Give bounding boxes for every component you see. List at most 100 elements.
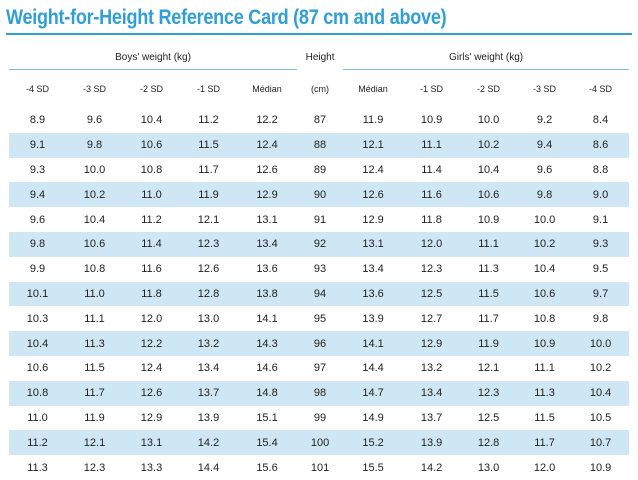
weight-cell: 13.2	[403, 355, 461, 381]
weight-cell: 10.6	[9, 355, 66, 381]
table-row: 10.6 11.5 12.4 13.4 14.6 97 14.4 13.2 12.1 11.1 10…	[9, 355, 630, 381]
weight-cell: 12.3	[180, 231, 237, 257]
weight-cell: 15.4	[237, 430, 298, 456]
weight-cell: 10.3	[9, 306, 66, 332]
weight-cell: 8.8	[572, 157, 630, 183]
height-cell: 95	[297, 306, 344, 332]
weight-cell: 11.5	[180, 132, 237, 158]
weight-cell: 11.0	[9, 405, 66, 431]
weight-cell: 11.2	[180, 108, 237, 133]
weight-cell: 9.1	[572, 207, 630, 232]
weight-cell: 12.0	[517, 455, 573, 480]
weight-cell: 11.5	[517, 405, 573, 431]
weight-cell: 10.0	[517, 207, 573, 232]
weight-cell: 12.3	[460, 380, 518, 406]
weight-cell: 10.4	[66, 207, 123, 232]
column-header: -1 SD	[420, 84, 444, 94]
weight-cell: 9.8	[517, 182, 573, 208]
weight-cell: 11.7	[517, 430, 573, 456]
weight-cell: 12.8	[180, 281, 237, 307]
weight-cell: 11.9	[66, 405, 123, 431]
column-header: -4 SD	[589, 84, 613, 94]
weight-cell: 12.1	[180, 207, 237, 232]
weight-cell: 13.7	[403, 405, 461, 431]
weight-cell: 9.6	[9, 207, 66, 232]
weight-cell: 11.1	[403, 132, 461, 158]
column-header: -4 SD	[25, 84, 49, 94]
weight-cell: 13.1	[123, 430, 180, 456]
weight-cell: 10.4	[123, 108, 180, 133]
height-cell: 101	[297, 455, 344, 480]
weight-cell: 8.9	[9, 108, 66, 133]
page-title: Weight-for-Height Reference Card (87 cm …	[6, 6, 447, 29]
table-row: 9.1 9.8 10.6 11.5 12.4 88 12.1 11.1 10.2 9.4 8.6	[9, 132, 630, 158]
weight-cell: 11.0	[123, 182, 180, 208]
weight-cell: 9.8	[572, 306, 630, 332]
weight-cell: 10.6	[517, 281, 573, 307]
title-divider	[6, 33, 632, 35]
weight-cell: 10.9	[460, 207, 518, 232]
weight-cell: 12.7	[403, 306, 461, 332]
weight-cell: 11.7	[66, 380, 123, 406]
height-cell: 87	[297, 108, 344, 133]
weight-cell: 9.3	[572, 231, 630, 257]
weight-cell: 9.2	[517, 108, 573, 133]
table-row: 9.3 10.0 10.8 11.7 12.6 89 12.4 11.4 10.4 9.6 8.8	[9, 157, 630, 183]
weight-cell: 14.1	[237, 306, 298, 332]
column-header: -3 SD	[82, 84, 106, 94]
weight-cell: 11.8	[123, 281, 180, 307]
table-row: 10.1 11.0 11.8 12.8 13.8 94 13.6 12.5 11.5 10.6 9.…	[9, 281, 630, 307]
weight-cell: 10.8	[9, 380, 66, 406]
table-row: 10.3 11.1 12.0 13.0 14.1 95 13.9 12.7 11.7 10.8 9.…	[9, 306, 630, 332]
weight-cell: 12.9	[123, 405, 180, 431]
weight-cell: 12.6	[237, 157, 298, 183]
weight-cell: 12.3	[66, 455, 123, 480]
weight-cell: 10.6	[123, 132, 180, 158]
height-cell: 98	[297, 380, 344, 406]
weight-cell: 9.6	[517, 157, 573, 183]
weight-cell: 11.3	[66, 331, 123, 356]
column-header: -3 SD	[533, 84, 557, 94]
weight-cell: 11.5	[460, 281, 518, 307]
table-row: 9.6 10.4 11.2 12.1 13.1 91 12.9 11.8 10.9 10.0 9.1	[9, 207, 630, 232]
weight-cell: 14.9	[343, 405, 404, 431]
weight-cell: 9.8	[66, 132, 123, 158]
weight-cell: 10.8	[123, 157, 180, 183]
boys-weight-header: Boys' weight (kg)	[9, 45, 298, 70]
weight-cell: 10.2	[517, 231, 573, 257]
weight-cell: 12.6	[123, 380, 180, 406]
weight-cell: 9.0	[572, 182, 630, 208]
weight-cell: 12.2	[123, 331, 180, 356]
weight-cell: 11.9	[343, 108, 404, 133]
weight-cell: 8.6	[572, 132, 630, 158]
weight-cell: 9.6	[66, 108, 123, 133]
weight-cell: 10.4	[517, 256, 573, 282]
table-row: 9.8 10.6 11.4 12.3 13.4 92 13.1 12.0 11.1 10.2 9.3	[9, 231, 630, 257]
weight-cell: 11.5	[66, 355, 123, 381]
weight-cell: 11.9	[180, 182, 237, 208]
weight-cell: 15.1	[237, 405, 298, 431]
weight-cell: 10.9	[403, 108, 461, 133]
column-header: Médian	[252, 84, 282, 94]
height-cell: 89	[297, 157, 344, 183]
weight-cell: 13.0	[180, 306, 237, 332]
weight-cell: 12.2	[237, 108, 298, 133]
weight-cell: 10.4	[572, 380, 630, 406]
weight-cell: 10.8	[66, 256, 123, 282]
weight-cell: 9.9	[9, 256, 66, 282]
weight-cell: 10.2	[66, 182, 123, 208]
height-cell: 93	[297, 256, 344, 282]
weight-cell: 10.9	[572, 455, 630, 480]
weight-cell: 9.4	[517, 132, 573, 158]
weight-cell: 13.6	[343, 281, 404, 307]
weight-cell: 9.7	[572, 281, 630, 307]
weight-cell: 13.0	[460, 455, 518, 480]
table-row: 11.0 11.9 12.9 13.9 15.1 99 14.9 13.7 12.5 11.5 10…	[9, 405, 630, 431]
weight-cell: 12.4	[237, 132, 298, 158]
height-cell: 88	[297, 132, 344, 158]
weight-cell: 12.5	[460, 405, 518, 431]
weight-cell: 11.9	[460, 331, 518, 356]
weight-cell: 14.3	[237, 331, 298, 356]
weight-cell: 13.9	[343, 306, 404, 332]
weight-cell: 10.4	[460, 157, 518, 183]
